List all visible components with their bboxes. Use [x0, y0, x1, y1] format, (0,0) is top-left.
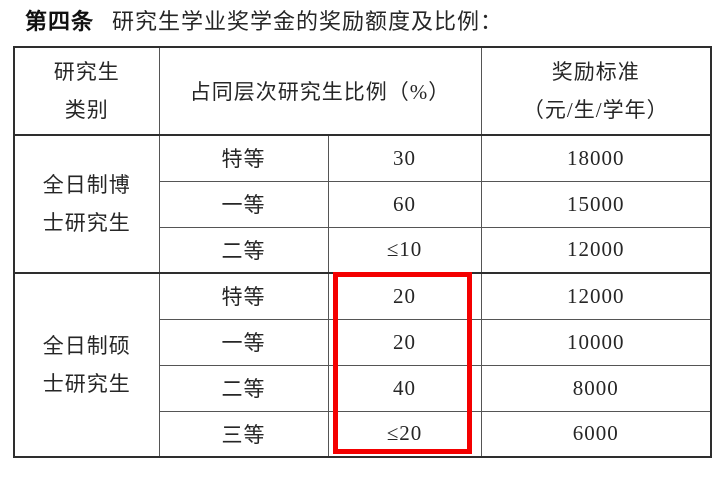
- award-cell: 12000: [480, 272, 712, 320]
- table-row-doctor-1: 一等 60 15000: [14, 180, 712, 228]
- table-row-master-0: 全日制硕 士研究生 特等 20 12000: [13, 272, 712, 458]
- award-cell: 6000: [480, 410, 712, 458]
- ratio-cell: 40: [327, 364, 482, 412]
- header-ratio: 占同层次研究生比例（%）: [158, 46, 482, 136]
- award-cell: 10000: [480, 318, 712, 366]
- category-master-line1: 全日制硕: [42, 334, 131, 358]
- grade-cell: 一等: [158, 180, 329, 228]
- table-row-doctor-2: 二等 ≤10 12000: [14, 226, 712, 274]
- header-category: 研究生 类别: [13, 46, 160, 136]
- ratio-cell: 60: [327, 180, 482, 228]
- grade-cell: 一等: [158, 318, 329, 366]
- category-doctor-line2: 士研究生: [42, 211, 131, 235]
- grade-cell: 二等: [158, 226, 329, 274]
- title-text: 研究生学业奖学金的奖励额度及比例：: [112, 9, 504, 34]
- table-row-master-1: 一等 20 10000: [14, 318, 712, 366]
- ratio-cell: ≤10: [327, 226, 482, 274]
- category-master: 全日制硕 士研究生: [13, 272, 160, 458]
- grade-cell: 三等: [158, 410, 329, 458]
- category-doctor-line1: 全日制博: [42, 173, 131, 197]
- header-category-line2: 类别: [64, 98, 109, 122]
- section-title: 第四条 研究生学业奖学金的奖励额度及比例：: [25, 8, 503, 36]
- award-cell: 18000: [480, 134, 712, 182]
- scholarship-table: 研究生 类别 占同层次研究生比例（%） 奖励标准 （元/生/学年） 全日制博 士…: [13, 46, 712, 458]
- award-cell: 12000: [480, 226, 712, 274]
- grade-cell: 二等: [158, 364, 329, 412]
- clause-number: 第四条: [25, 9, 95, 34]
- grade-cell: 特等: [158, 134, 329, 182]
- header-category-line1: 研究生: [53, 60, 120, 84]
- category-master-line2: 士研究生: [42, 372, 131, 396]
- table-header-row: 研究生 类别 占同层次研究生比例（%） 奖励标准 （元/生/学年）: [13, 46, 712, 136]
- table-row-doctor-0: 全日制博 士研究生 特等 30 18000: [13, 134, 712, 274]
- grade-cell: 特等: [158, 272, 329, 320]
- header-award: 奖励标准 （元/生/学年）: [480, 46, 712, 136]
- award-cell: 15000: [480, 180, 712, 228]
- category-doctor: 全日制博 士研究生: [13, 134, 160, 274]
- header-award-line2: （元/生/学年）: [522, 98, 669, 122]
- header-award-line1: 奖励标准: [551, 60, 640, 84]
- ratio-cell: ≤20: [327, 410, 482, 458]
- award-cell: 8000: [480, 364, 712, 412]
- ratio-cell: 20: [327, 318, 482, 366]
- ratio-cell: 20: [327, 272, 482, 320]
- ratio-cell: 30: [327, 134, 482, 182]
- table-row-master-2: 二等 40 8000: [14, 364, 712, 412]
